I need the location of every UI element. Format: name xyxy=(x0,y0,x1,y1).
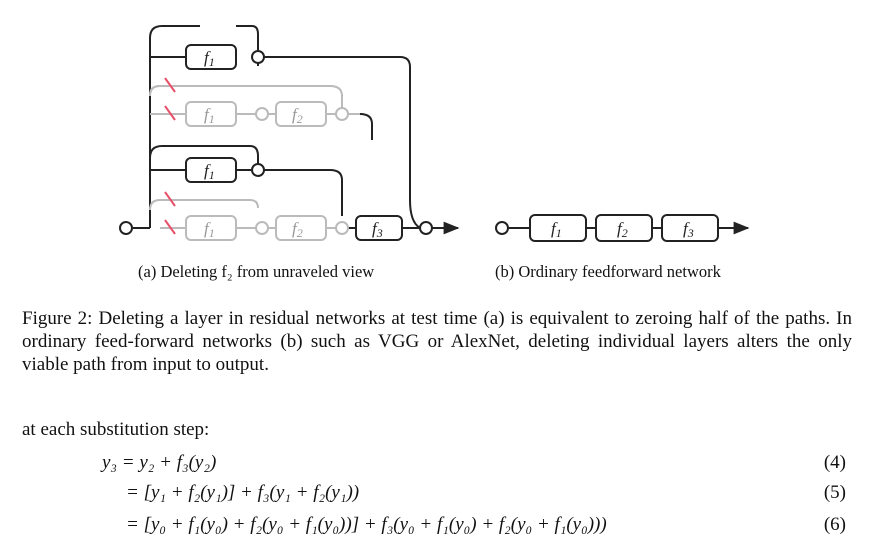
cut-mark xyxy=(164,191,176,207)
svg-text:f1: f1 xyxy=(204,48,215,69)
input-node xyxy=(495,221,509,235)
equation-body: y₃ = y₂ + f₃(y₂) xyxy=(102,452,217,473)
merge-node xyxy=(335,221,349,235)
path-f1-f2-f3 xyxy=(149,199,259,211)
box-f2 xyxy=(275,101,327,127)
box-f1 xyxy=(185,101,237,127)
box-f2 xyxy=(275,215,327,241)
equation-body: = [y₀ + f₁(y₀) + f₂(y₀ + f₁(y₀))] + f₃(y… xyxy=(126,514,607,535)
svg-text:f3: f3 xyxy=(683,219,694,240)
intro-text: at each substitution step: xyxy=(22,419,210,440)
merge-node xyxy=(255,107,269,121)
figure-diagram: f1 f1 f2 f1 f1 f2 f3 f1 f2 f3 xyxy=(119,25,750,242)
svg-text:f2: f2 xyxy=(292,219,303,240)
merge-node xyxy=(251,163,265,177)
merge-node xyxy=(255,221,269,235)
svg-text:f3: f3 xyxy=(372,219,383,240)
box-f1 xyxy=(185,157,237,183)
box-f1 xyxy=(185,44,237,70)
equation-4: y₃ = y₂ + f₃(y₂) (4) xyxy=(0,452,869,480)
merge-node xyxy=(251,50,265,64)
equation-number: (4) xyxy=(823,452,846,473)
subcaption-b: (b) Ordinary feedforward network xyxy=(495,262,721,281)
path-f1-f3 xyxy=(149,145,259,164)
subcaption-a: (a) Deleting f₂ from unraveled view xyxy=(138,262,375,281)
svg-text:f1: f1 xyxy=(204,105,215,126)
box-labels-a: f1 f1 f2 f1 f1 f2 f3 xyxy=(204,48,383,240)
input-node xyxy=(119,221,133,235)
cut-mark xyxy=(164,105,176,121)
svg-text:f1: f1 xyxy=(551,219,562,240)
svg-text:f1: f1 xyxy=(204,219,215,240)
cut-mark xyxy=(164,219,176,235)
equation-number: (6) xyxy=(823,514,846,535)
box-labels-b: f1 f2 f3 xyxy=(551,219,694,240)
unraveled-view xyxy=(119,25,460,241)
box-f3 xyxy=(355,215,403,241)
output-node xyxy=(419,221,433,235)
merge-node xyxy=(335,107,349,121)
feedforward-view xyxy=(495,214,750,242)
svg-text:f2: f2 xyxy=(292,105,303,126)
figure-caption: Figure 2: Deleting a layer in residual n… xyxy=(22,308,852,375)
equation-body: = [y₁ + f₂(y₁)] + f₃(y₁ + f₂(y₁)) xyxy=(126,482,360,503)
svg-text:f2: f2 xyxy=(617,219,628,240)
svg-text:f1: f1 xyxy=(204,161,215,182)
equation-6: = [y₀ + f₁(y₀) + f₂(y₀ + f₁(y₀))] + f₃(y… xyxy=(0,514,869,542)
path-f1-top xyxy=(149,25,259,228)
equation-5: = [y₁ + f₂(y₁)] + f₃(y₁ + f₂(y₁)) (5) xyxy=(0,482,869,510)
equation-number: (5) xyxy=(823,482,846,503)
cut-mark xyxy=(164,77,176,93)
box-f1 xyxy=(185,215,237,241)
